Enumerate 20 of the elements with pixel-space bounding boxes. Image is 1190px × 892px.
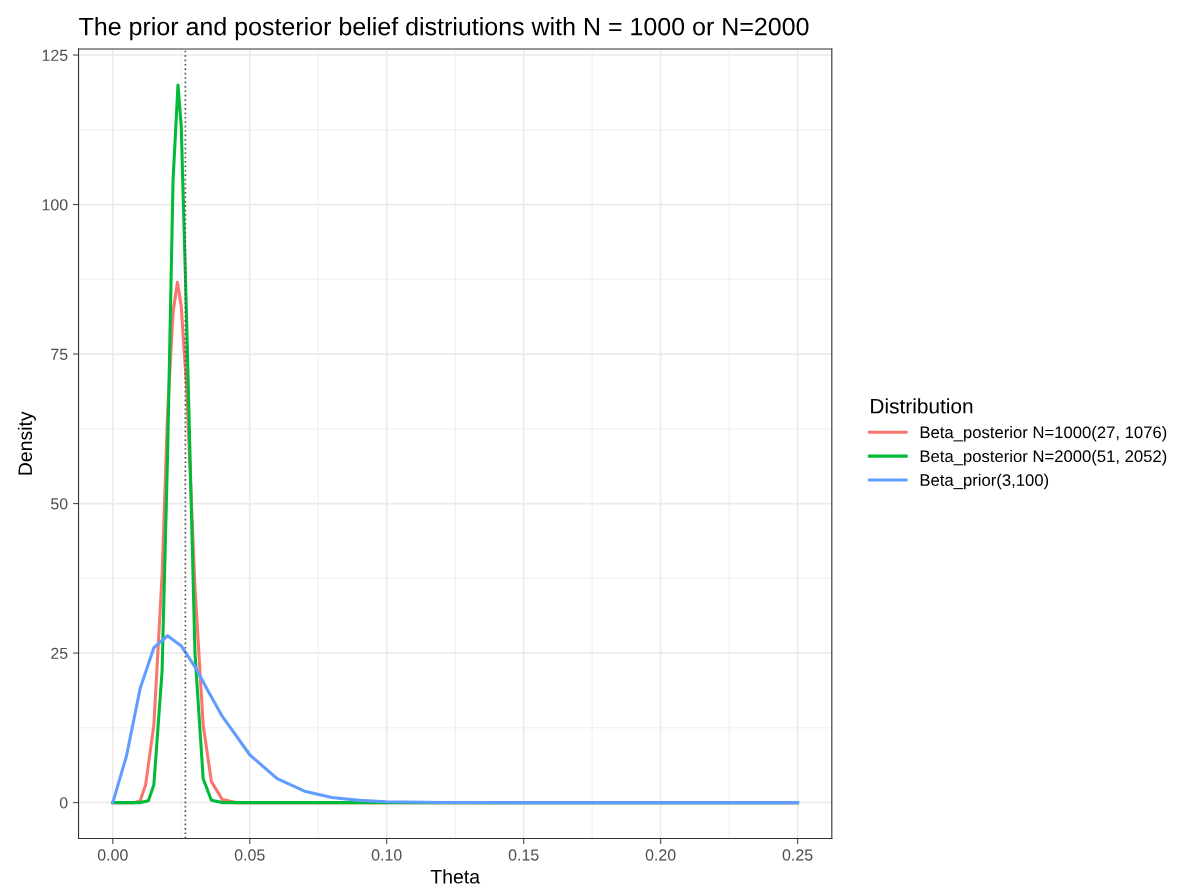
- y-tick-label: 25: [51, 647, 68, 660]
- x-tick-label: 0.15: [508, 849, 539, 861]
- chart-title: The prior and posterior belief distriutions with N = 1000 or N=2000: [79, 17, 809, 41]
- line-series: [111, 634, 800, 805]
- x-tick-label: 0.05: [234, 849, 265, 861]
- x-tick-label: 0.20: [645, 849, 676, 861]
- legend-label: Beta_prior(3,100): [920, 473, 1049, 490]
- x-tick-label: 0.00: [97, 849, 128, 861]
- y-tick-label: 50: [51, 498, 68, 510]
- y-tick-label: 75: [51, 348, 68, 361]
- legend-title: Distribution: [871, 398, 973, 414]
- x-tick-label: 0.10: [371, 849, 402, 861]
- x-tick-label: 0.25: [782, 849, 813, 861]
- y-tick-label: 100: [42, 199, 68, 211]
- y-tick-label: 125: [42, 49, 68, 61]
- y-tick-label: 0: [59, 797, 68, 809]
- legend-label: Beta_posterior N=2000(51, 2052): [920, 449, 1167, 466]
- x-axis-title: Theta: [430, 869, 481, 884]
- y-axis-title: Density: [17, 411, 36, 475]
- legend-label: Beta_posterior N=1000(27, 1076): [920, 426, 1167, 442]
